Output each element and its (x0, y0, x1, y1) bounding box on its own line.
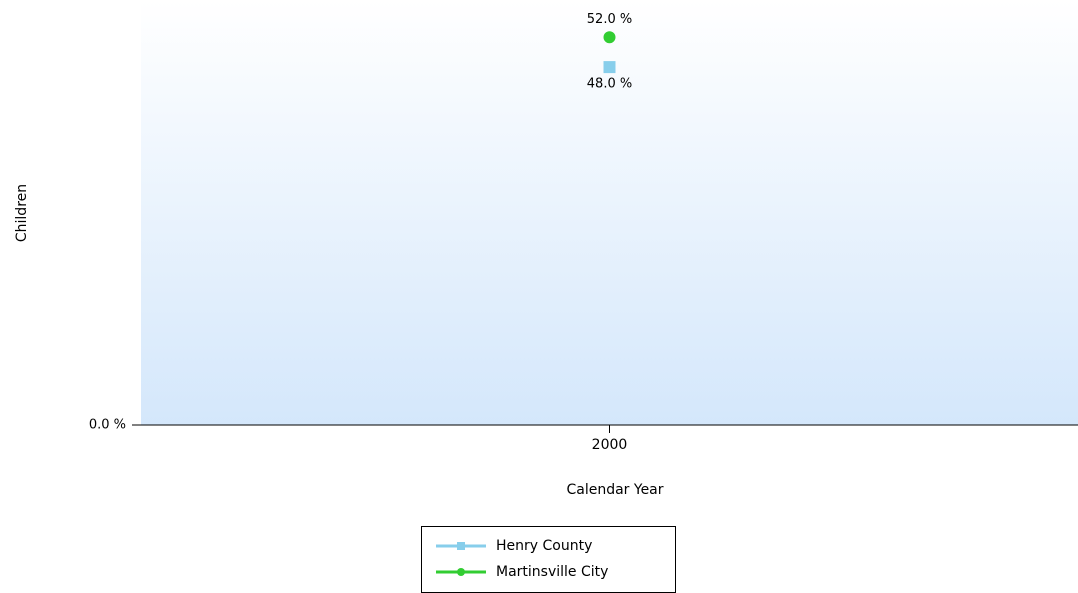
value-label: 48.0 % (587, 77, 632, 92)
value-label: 52.0 % (587, 12, 632, 27)
marker (603, 61, 616, 74)
marker (603, 31, 616, 44)
legend-label: Henry County (496, 538, 592, 554)
legend-marker (457, 542, 465, 550)
y-axis-label: Children (14, 184, 30, 242)
y-tick-label: 0.0 % (89, 418, 126, 433)
x-tick-label: 2000 (592, 437, 628, 453)
legend-marker (457, 568, 465, 576)
legend-label: Martinsville City (496, 564, 608, 580)
legend (421, 526, 676, 593)
x-axis-label: Calendar Year (566, 482, 663, 498)
